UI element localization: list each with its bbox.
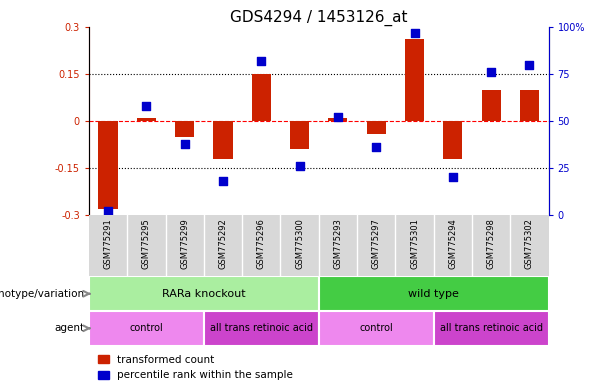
Title: GDS4294 / 1453126_at: GDS4294 / 1453126_at — [230, 9, 408, 25]
Point — [256, 58, 266, 64]
Text: wild type: wild type — [408, 289, 459, 299]
Text: genotype/variation: genotype/variation — [0, 289, 84, 299]
Text: GSM775291: GSM775291 — [104, 218, 113, 269]
Bar — [405, 40, 424, 121]
Point — [295, 163, 305, 169]
Text: RARa knockout: RARa knockout — [162, 289, 246, 299]
Bar — [520, 89, 539, 121]
Bar — [367, 121, 386, 134]
Text: control: control — [359, 323, 393, 333]
Text: GSM775302: GSM775302 — [525, 218, 534, 269]
Bar — [99, 121, 118, 209]
Bar — [137, 118, 156, 121]
Bar — [329, 118, 348, 121]
Text: GSM775296: GSM775296 — [257, 218, 266, 269]
Text: GSM775295: GSM775295 — [142, 218, 151, 269]
Bar — [319, 276, 549, 311]
Bar — [443, 121, 462, 159]
Point — [525, 61, 535, 68]
Text: GSM775300: GSM775300 — [295, 218, 304, 269]
Point — [371, 144, 381, 151]
Bar — [252, 74, 271, 121]
Text: GSM775301: GSM775301 — [410, 218, 419, 269]
Legend: transformed count, percentile rank within the sample: transformed count, percentile rank withi… — [94, 351, 297, 384]
Point — [180, 141, 189, 147]
Point — [486, 69, 496, 75]
Point — [448, 174, 458, 180]
Text: GSM775299: GSM775299 — [180, 218, 189, 269]
Bar — [175, 121, 194, 137]
Bar — [319, 311, 434, 346]
Bar — [290, 121, 309, 149]
Bar — [89, 311, 204, 346]
Bar — [213, 121, 232, 159]
Point — [333, 114, 343, 120]
Bar — [434, 311, 549, 346]
Text: all trans retinoic acid: all trans retinoic acid — [210, 323, 313, 333]
Text: control: control — [129, 323, 163, 333]
Text: agent: agent — [54, 323, 84, 333]
Text: GSM775294: GSM775294 — [448, 218, 457, 269]
Text: GSM775293: GSM775293 — [333, 218, 343, 269]
Text: GSM775298: GSM775298 — [487, 218, 496, 269]
Text: GSM775292: GSM775292 — [218, 218, 227, 269]
Bar — [89, 215, 549, 276]
Point — [103, 208, 113, 214]
Text: all trans retinoic acid: all trans retinoic acid — [440, 323, 543, 333]
Point — [218, 178, 228, 184]
Bar — [89, 276, 319, 311]
Bar — [482, 89, 501, 121]
Point — [142, 103, 151, 109]
Bar — [204, 311, 319, 346]
Point — [409, 30, 419, 36]
Text: GSM775297: GSM775297 — [371, 218, 381, 269]
